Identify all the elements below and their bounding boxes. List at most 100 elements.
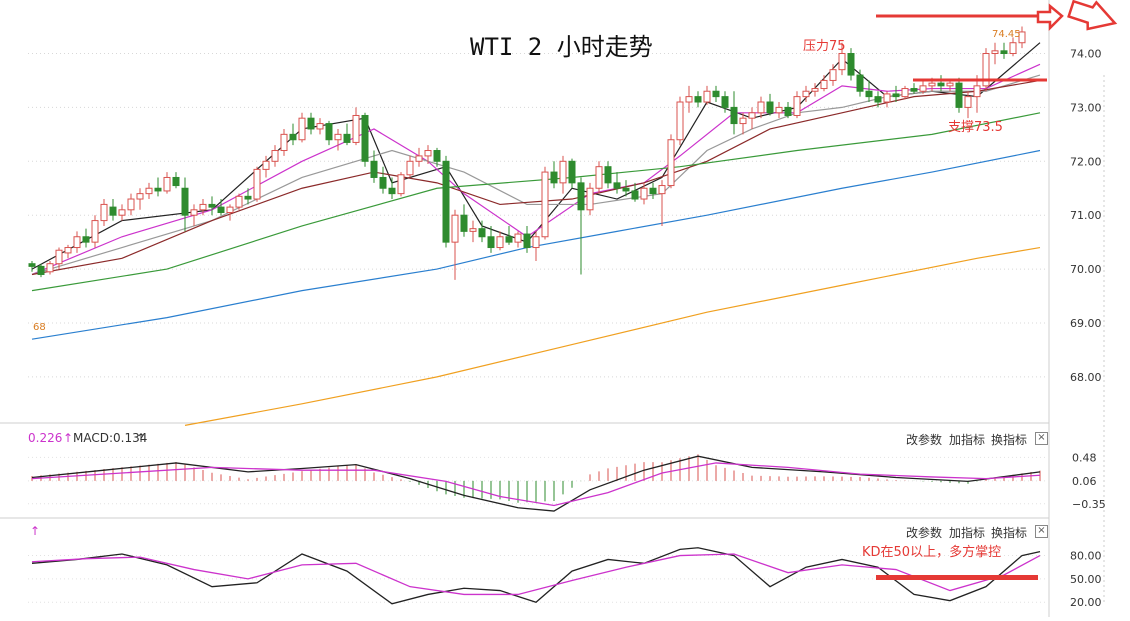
candle-body bbox=[253, 168, 261, 200]
support-label: 支撑73.5 bbox=[948, 120, 1003, 135]
candle-body bbox=[559, 160, 567, 184]
candle-body bbox=[685, 96, 693, 103]
candle-body bbox=[982, 53, 990, 87]
candle-body bbox=[388, 187, 396, 195]
candle-body bbox=[541, 171, 549, 238]
candle-body bbox=[307, 117, 315, 130]
candle-body bbox=[370, 160, 378, 178]
candle-body bbox=[523, 233, 531, 249]
macd-change-params-button[interactable]: 改参数 bbox=[906, 433, 943, 447]
candle-body bbox=[919, 85, 927, 92]
candle-body bbox=[208, 203, 216, 208]
candle-body bbox=[757, 101, 765, 114]
kd-close-icon[interactable]: × bbox=[1035, 525, 1048, 538]
candle-body bbox=[1000, 50, 1008, 55]
candle-body bbox=[361, 114, 369, 162]
candle-body bbox=[109, 206, 117, 216]
candle-body bbox=[883, 93, 891, 103]
candle-body bbox=[271, 150, 279, 162]
candle-body bbox=[568, 160, 576, 184]
candle-body bbox=[325, 123, 333, 141]
candle-body bbox=[154, 187, 162, 192]
kd-underline bbox=[876, 575, 1038, 580]
candle-body bbox=[199, 203, 207, 211]
arrow-right-icon bbox=[1067, 0, 1118, 31]
candle-body bbox=[874, 96, 882, 103]
candle-body bbox=[181, 187, 189, 216]
candle-body bbox=[172, 176, 180, 187]
candle-body bbox=[622, 187, 630, 192]
candle-body bbox=[1009, 42, 1017, 55]
candle-body bbox=[676, 101, 684, 141]
kd-change-params-button[interactable]: 改参数 bbox=[906, 526, 943, 540]
candle-body bbox=[928, 82, 936, 87]
chart-title: WTI 2 小时走势 bbox=[470, 33, 653, 61]
candle-body bbox=[721, 96, 729, 108]
candle-body bbox=[865, 90, 873, 98]
candle-body bbox=[811, 88, 819, 92]
macd-header-label: MACD:0.134 bbox=[73, 431, 148, 445]
candle-body bbox=[433, 150, 441, 162]
macd-close-icon[interactable]: × bbox=[1035, 432, 1048, 445]
price-tick-label: 72.00 bbox=[1070, 155, 1102, 168]
candle-body bbox=[217, 206, 225, 213]
kd-switch-indicator-button[interactable]: 换指标 bbox=[991, 526, 1028, 540]
candle-body bbox=[1018, 31, 1026, 44]
candle-body bbox=[532, 236, 540, 249]
macd-tick-label: −0.35 bbox=[1072, 498, 1106, 511]
candle-body bbox=[415, 155, 423, 162]
candle-body bbox=[64, 247, 72, 254]
candle-body bbox=[82, 236, 90, 243]
candle-body bbox=[37, 265, 45, 275]
price-tick-label: 69.00 bbox=[1070, 317, 1102, 330]
candle-body bbox=[244, 195, 252, 200]
price-tick-label: 71.00 bbox=[1070, 209, 1102, 222]
kd-d-line bbox=[31, 553, 1041, 596]
candle-body bbox=[262, 160, 270, 170]
candle-body bbox=[406, 160, 414, 176]
candle-body bbox=[631, 190, 639, 200]
macd-arrow-icon: ↑ bbox=[63, 431, 74, 445]
candle-body bbox=[73, 236, 81, 249]
arrow-right-icon bbox=[1036, 3, 1064, 32]
candle-body bbox=[667, 139, 675, 187]
candle-body bbox=[604, 166, 612, 184]
candle-body bbox=[235, 195, 243, 208]
candle-body bbox=[892, 93, 900, 98]
left-marker-label: 68 bbox=[33, 322, 46, 333]
macd-add-indicator-button[interactable]: 加指标 bbox=[949, 433, 986, 447]
price-tick-label: 73.00 bbox=[1070, 101, 1102, 114]
candle-body bbox=[775, 106, 783, 114]
candle-body bbox=[127, 198, 135, 211]
candle-body bbox=[802, 90, 810, 98]
kd-tick-label: 50.00 bbox=[1070, 573, 1102, 586]
candle-body bbox=[226, 206, 234, 213]
candle-body bbox=[793, 96, 801, 116]
macd-dea-line bbox=[31, 462, 1041, 507]
candle-body bbox=[766, 101, 774, 114]
macd-tick-label: 0.48 bbox=[1072, 451, 1097, 464]
candle-body bbox=[442, 160, 450, 243]
candle-body bbox=[649, 187, 657, 195]
macd-switch-indicator-button[interactable]: 换指标 bbox=[991, 433, 1028, 447]
candle-body bbox=[694, 96, 702, 103]
price-tick-label: 74.00 bbox=[1070, 48, 1102, 61]
kd-k-line bbox=[31, 547, 1041, 605]
candle-body bbox=[478, 228, 486, 238]
price-tick-label: 68.00 bbox=[1070, 371, 1102, 384]
kd-add-indicator-button[interactable]: 加指标 bbox=[949, 526, 986, 540]
candle-body bbox=[658, 185, 666, 195]
candle-body bbox=[910, 88, 918, 92]
candle-body bbox=[748, 112, 756, 119]
candle-body bbox=[343, 133, 351, 143]
candle-body bbox=[316, 123, 324, 130]
kd-arrow-icon: ↑ bbox=[30, 524, 41, 538]
moving-average-line bbox=[184, 246, 1041, 426]
candle-body bbox=[784, 106, 792, 116]
candle-body bbox=[820, 79, 828, 90]
price-tick-label: 70.00 bbox=[1070, 263, 1102, 276]
candle-body bbox=[46, 263, 54, 273]
macd-tick-label: 0.06 bbox=[1072, 475, 1097, 488]
